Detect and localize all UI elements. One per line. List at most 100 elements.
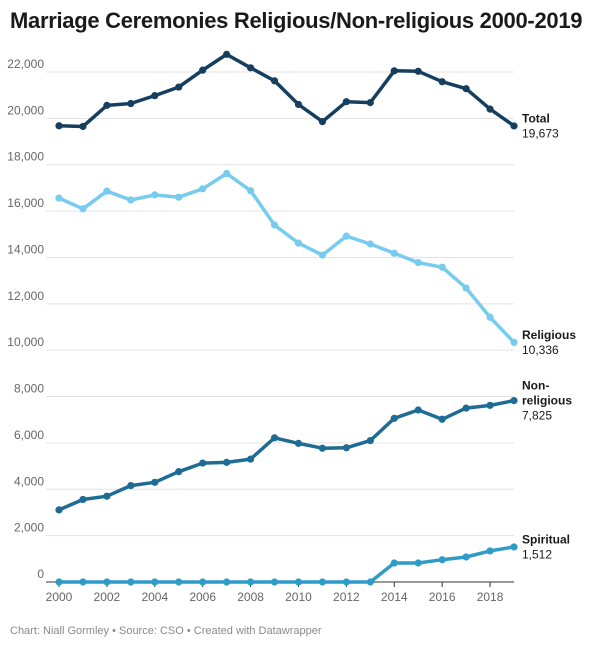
data-point (127, 196, 135, 204)
y-tick-label: 10,000 (7, 335, 44, 349)
series-points (55, 50, 518, 586)
data-point (342, 98, 350, 106)
y-tick-label: 20,000 (7, 103, 44, 117)
data-point (294, 100, 303, 109)
y-tick-label: 22,000 (7, 57, 44, 71)
data-point (366, 436, 374, 445)
series-line (57, 398, 516, 512)
data-point (486, 547, 494, 555)
y-tick-label: 6,000 (14, 428, 44, 442)
data-point (414, 559, 422, 567)
y-tick-label: 18,000 (7, 150, 44, 164)
series-end-value-label: 10,336 (522, 343, 559, 357)
series-name-label: religious (522, 394, 572, 408)
data-point (270, 578, 279, 586)
data-point (414, 258, 422, 267)
data-point (223, 458, 231, 466)
data-point (294, 239, 303, 247)
x-tick-label: 2000 (46, 590, 73, 604)
data-point (127, 481, 135, 490)
data-point (223, 578, 231, 586)
series-name-label: Religious (522, 328, 576, 342)
data-point (103, 101, 111, 109)
data-point (486, 105, 494, 113)
data-point (223, 169, 231, 178)
y-axis-ticks: 0 2,000 4,000 6,000 8,000 10,000 12,000 14,000 1… (7, 57, 44, 581)
data-point (318, 251, 327, 259)
data-point (438, 556, 446, 564)
data-point (342, 232, 350, 240)
data-point (294, 439, 303, 447)
data-point (342, 578, 350, 586)
data-point (79, 122, 87, 131)
series-lines (57, 52, 516, 584)
data-point (55, 578, 63, 586)
data-point (79, 578, 87, 586)
series-name-label: Non- (522, 379, 549, 393)
data-point (246, 455, 255, 463)
series-end-value-label: 7,825 (522, 409, 552, 423)
data-point (151, 478, 159, 486)
data-point (127, 99, 135, 108)
data-point (270, 434, 279, 442)
data-point (414, 406, 422, 414)
data-point (414, 67, 422, 75)
data-point (438, 415, 446, 423)
data-point (366, 240, 374, 248)
data-point (510, 543, 518, 551)
data-point (223, 50, 231, 58)
x-tick-label: 2004 (141, 590, 168, 604)
x-axis-ticks: 2000 2002 2004 2006 2008 2010 2012 2014 2016 2018 (46, 582, 504, 604)
data-point (510, 397, 518, 405)
data-point (55, 506, 63, 514)
data-point (510, 122, 518, 130)
data-point (390, 559, 398, 567)
data-point (175, 468, 183, 476)
y-tick-label: 0 (37, 567, 44, 581)
data-point (438, 263, 446, 271)
data-point (127, 578, 135, 586)
series-line (57, 171, 516, 345)
data-point (151, 578, 159, 586)
data-point (246, 578, 255, 586)
data-point (462, 553, 470, 561)
data-point (103, 578, 111, 586)
data-point (462, 85, 470, 93)
data-point (342, 444, 350, 452)
data-point (510, 338, 518, 346)
y-tick-label: 2,000 (14, 521, 44, 535)
data-point (438, 78, 446, 86)
data-point (270, 221, 279, 229)
y-tick-label: 8,000 (14, 382, 44, 396)
data-point (318, 578, 327, 586)
data-point (199, 459, 207, 467)
data-point (79, 205, 87, 213)
series-end-value-label: 19,673 (522, 126, 559, 140)
data-point (462, 404, 470, 412)
series-line (57, 545, 516, 584)
data-point (199, 578, 207, 586)
data-point (462, 284, 470, 292)
x-tick-label: 2016 (429, 590, 456, 604)
data-point (246, 187, 255, 195)
data-point (390, 249, 398, 257)
series-end-value-label: 1,512 (522, 547, 552, 561)
data-point (55, 122, 63, 130)
x-tick-label: 2008 (237, 590, 264, 604)
data-point (79, 495, 87, 504)
data-point (318, 118, 327, 126)
series-name-label: Spiritual (522, 532, 570, 546)
x-tick-label: 2002 (94, 590, 121, 604)
data-point (103, 187, 111, 195)
y-tick-label: 16,000 (7, 196, 44, 210)
data-point (270, 77, 279, 85)
y-tick-label: 14,000 (7, 242, 44, 256)
data-point (55, 194, 63, 202)
data-point (318, 444, 327, 452)
data-point (151, 191, 159, 199)
y-tick-label: 12,000 (7, 289, 44, 303)
series-name-label: Total (522, 111, 550, 125)
data-point (175, 193, 183, 201)
data-point (486, 313, 494, 321)
